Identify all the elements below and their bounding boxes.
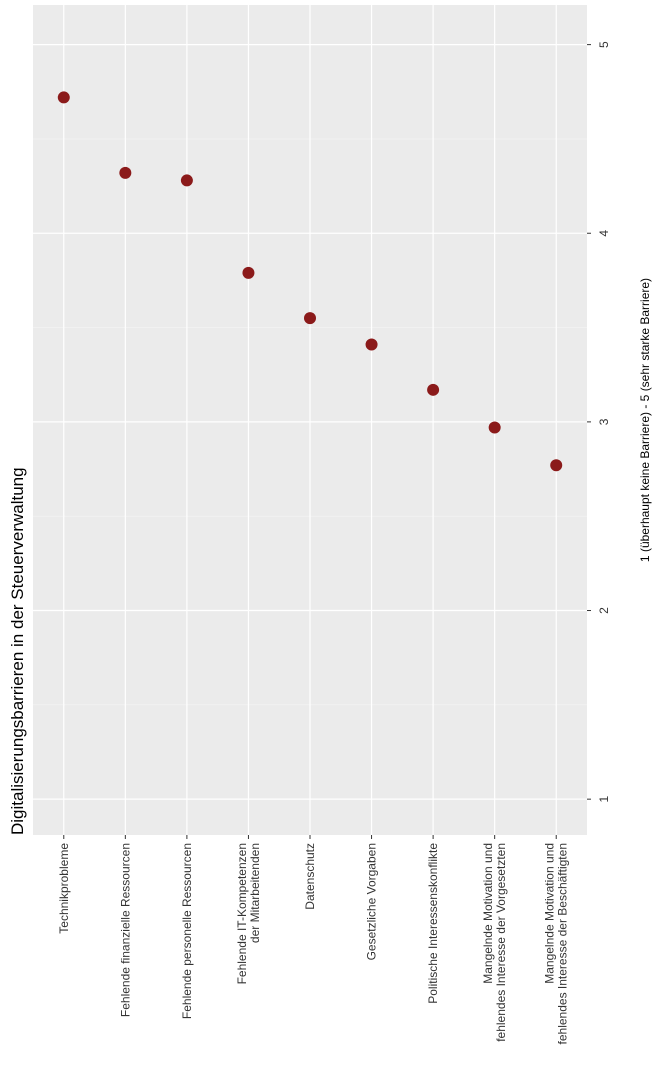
x-tick-label: Fehlende finanzielle Ressourcen bbox=[118, 843, 132, 1017]
x-tick-label: Gesetzliche Vorgaben bbox=[365, 843, 379, 960]
x-tick-label: Fehlende IT-Kompetenzender Mitarbeitende… bbox=[235, 843, 262, 984]
y-tick-label: 3 bbox=[597, 418, 611, 425]
point bbox=[365, 338, 378, 351]
chart-title: Digitalisierungsbarrieren in der Steuerv… bbox=[8, 467, 27, 835]
point bbox=[180, 174, 193, 187]
y-tick-label: 5 bbox=[597, 41, 611, 48]
x-tick-label: Mangelnde Motivation undfehlendes Intere… bbox=[543, 843, 570, 1044]
point bbox=[550, 459, 563, 472]
x-tick-label: Politische Interessenskonflikte bbox=[426, 843, 440, 1004]
y-tick-label: 4 bbox=[597, 230, 611, 237]
y-tick-label: 1 bbox=[597, 796, 611, 803]
x-tick-label: Technikprobleme bbox=[57, 843, 71, 934]
axis-title: 1 (überhaupt keine Barriere) - 5 (sehr s… bbox=[638, 278, 652, 562]
point bbox=[119, 166, 132, 179]
x-tick-label: Fehlende personelle Ressourcen bbox=[180, 843, 194, 1019]
grid bbox=[33, 5, 587, 835]
x-tick-label: Datenschutz bbox=[303, 843, 317, 910]
point bbox=[57, 91, 70, 104]
point bbox=[488, 421, 501, 434]
point bbox=[427, 383, 440, 396]
point bbox=[304, 312, 316, 325]
x-tick-label: Mangelnde Motivation undfehlendes Intere… bbox=[481, 843, 508, 1042]
point bbox=[242, 266, 255, 279]
y-tick-label: 2 bbox=[597, 607, 611, 614]
